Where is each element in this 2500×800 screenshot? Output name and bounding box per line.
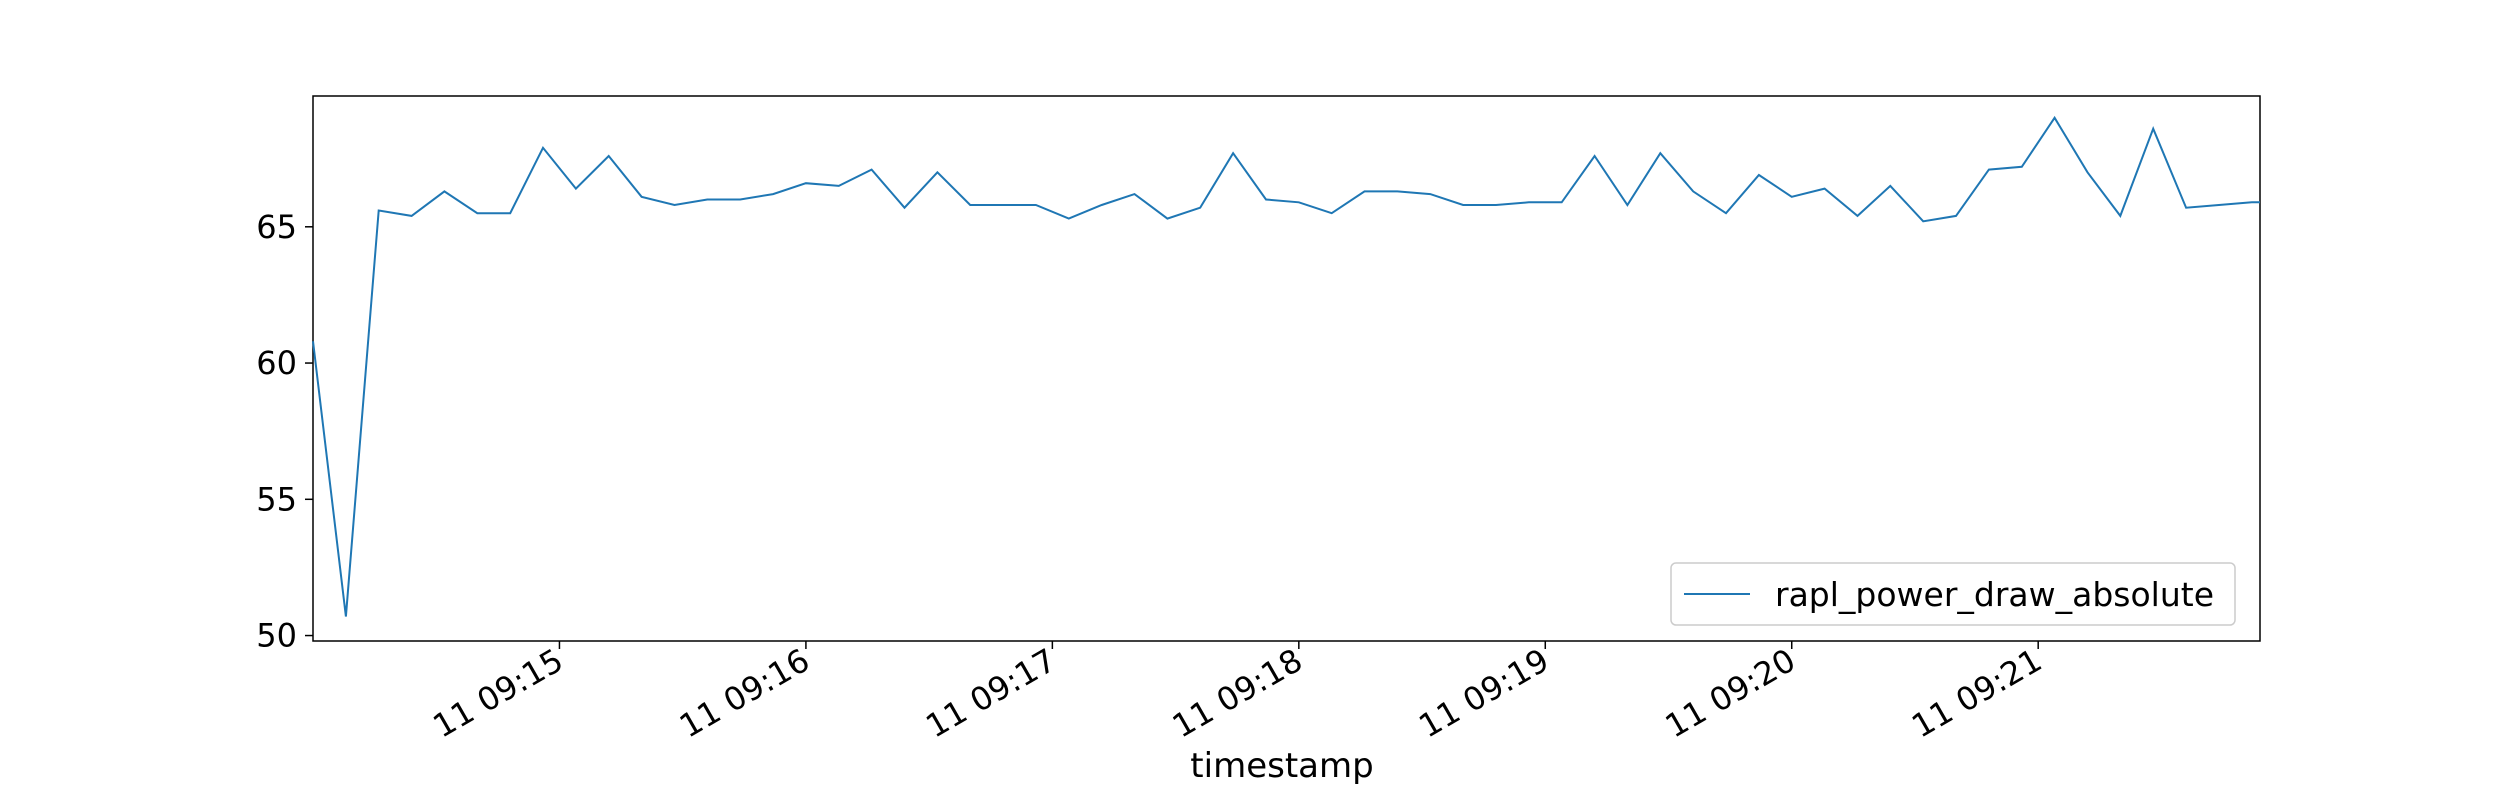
- axes: [312, 95, 2261, 642]
- x-tick-label: 11 09:18: [1166, 641, 1309, 745]
- series-points: [311, 116, 2262, 619]
- legend: rapl_power_draw_absolute: [1670, 562, 2236, 626]
- x-tick-label: 11 09:16: [673, 641, 816, 745]
- x-tick-label: 11 09:20: [1659, 641, 1802, 745]
- x-tick-label: 11 09:17: [919, 641, 1062, 745]
- y-tick-label: 65: [256, 208, 297, 246]
- y-tick-label: 60: [256, 344, 297, 382]
- x-tick-label: 11 09:19: [1412, 641, 1555, 745]
- x-tick-label: 11 09:21: [1905, 641, 2048, 745]
- legend-box: [1670, 562, 2236, 626]
- y-tick-label: 55: [256, 480, 297, 518]
- y-tick-label: 50: [256, 617, 297, 655]
- series-line-rapl_power_draw_absolute: [312, 115, 2260, 617]
- x-tick-label: 11 09:15: [427, 641, 570, 745]
- y-axis: 50 55 60 65: [256, 208, 313, 655]
- x-axis-label: timestamp: [1190, 746, 1373, 786]
- legend-label: rapl_power_draw_absolute: [1775, 575, 2214, 614]
- x-axis: 11 09:15 11 09:16 11 09:17 11 09:18 11 09:19…: [427, 641, 2048, 745]
- plot-frame: [312, 95, 2261, 642]
